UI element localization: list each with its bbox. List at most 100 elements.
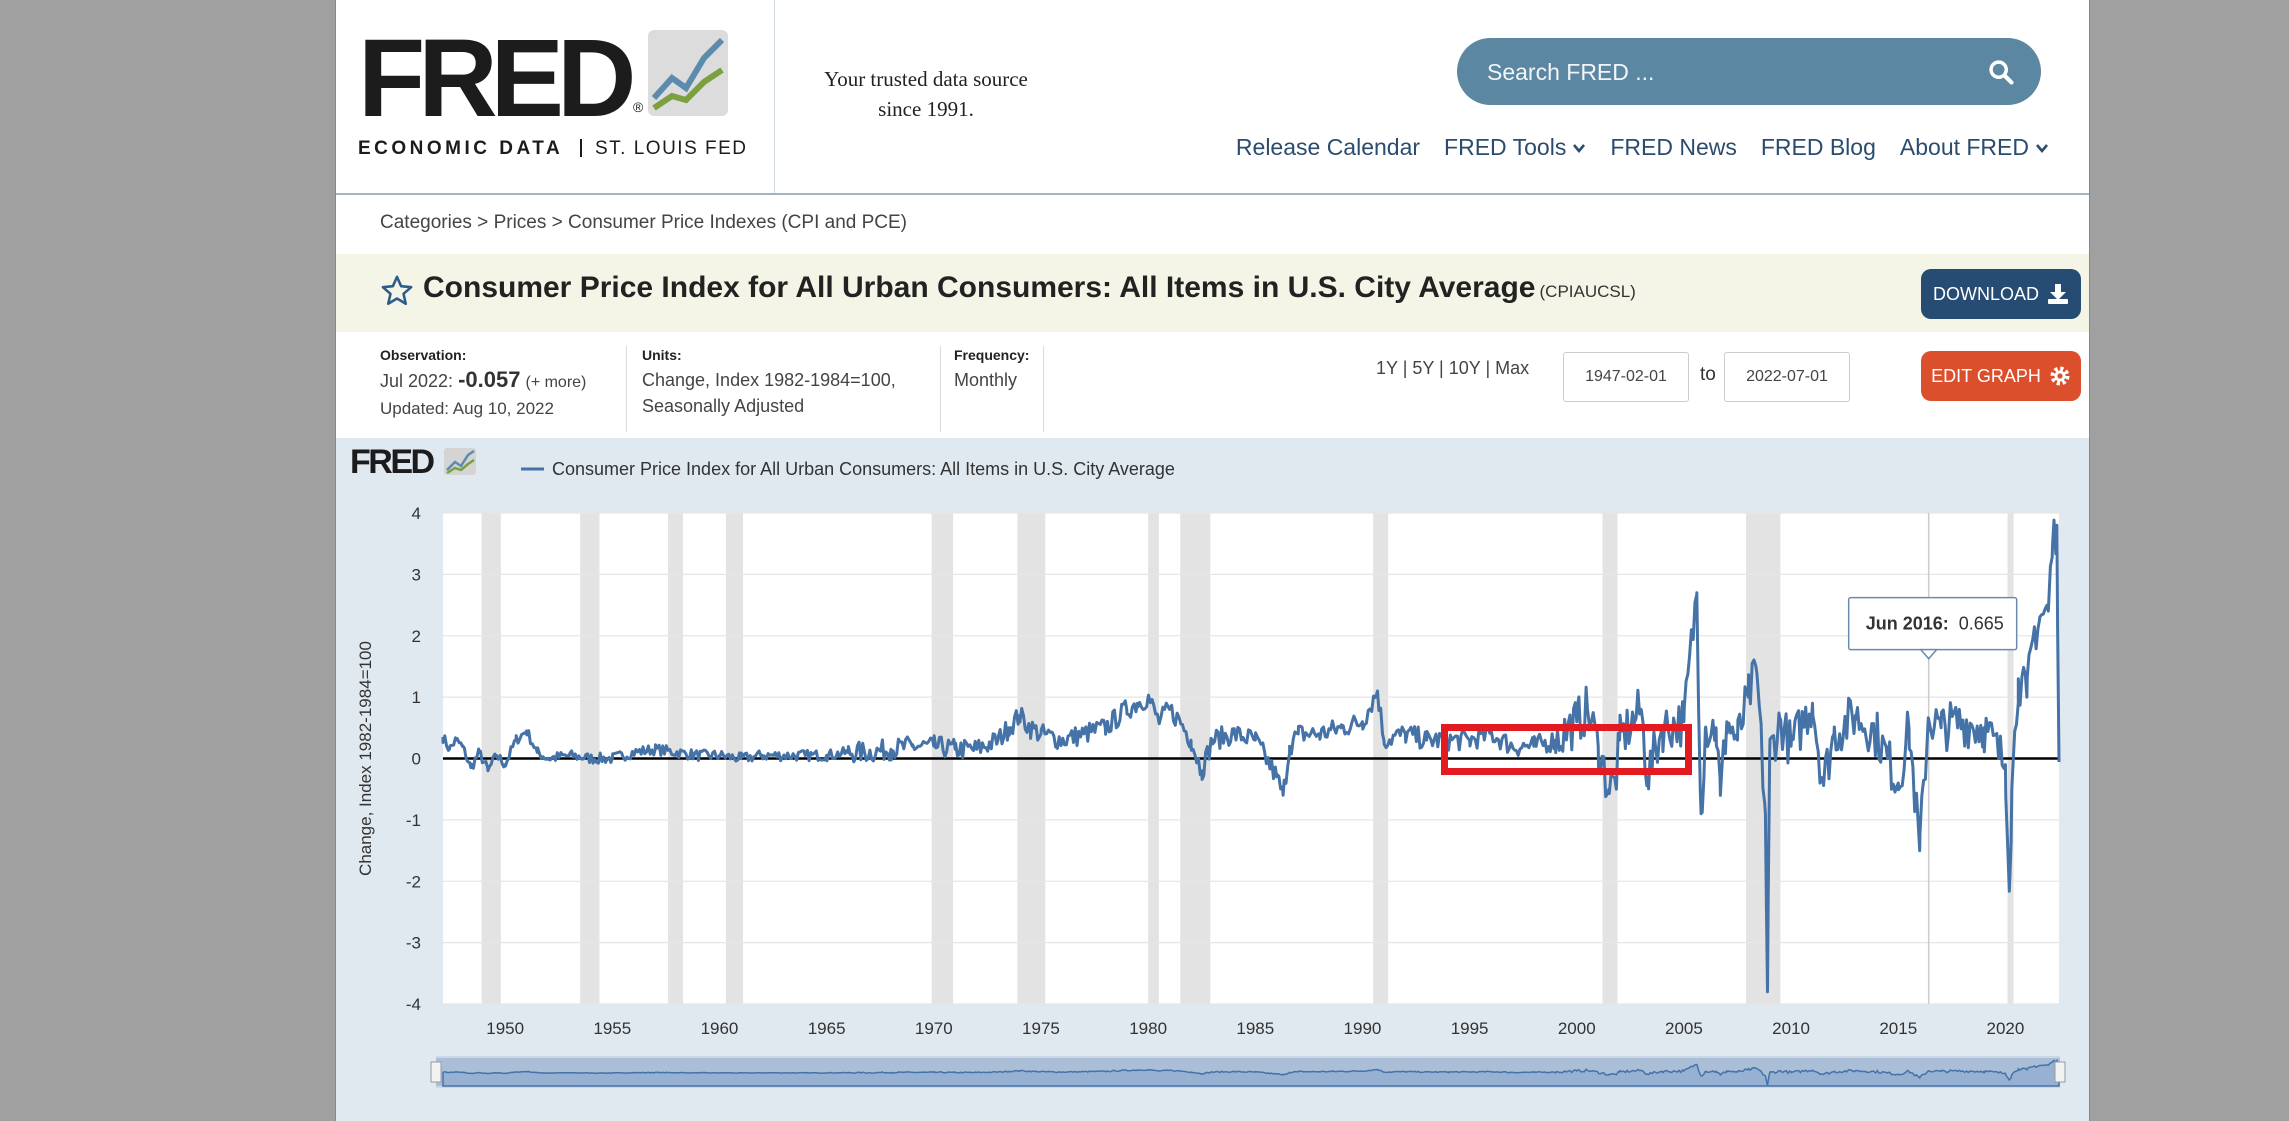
tagline-line2: since 1991.: [878, 97, 974, 121]
x-tick-label: 2015: [1879, 1019, 1917, 1038]
x-tick-label: 1995: [1451, 1019, 1489, 1038]
highlight-annotation-box: [1441, 724, 1692, 775]
logo-sub-right: ST. LOUIS FED: [595, 138, 748, 159]
date-to-label: to: [1700, 364, 1716, 385]
x-tick-label: 1965: [808, 1019, 846, 1038]
star-icon[interactable]: [380, 274, 414, 308]
download-button[interactable]: DOWNLOAD: [1921, 269, 2081, 319]
page-title: Consumer Price Index for All Urban Consu…: [423, 271, 1636, 305]
tooltip-pointer: [1919, 648, 1939, 660]
chevron-down-icon: [1573, 143, 1586, 153]
logo-divider: [774, 0, 775, 193]
gear-icon: [2050, 366, 2070, 386]
x-tick-label: 1950: [486, 1019, 524, 1038]
navigator-handle-right[interactable]: [2054, 1061, 2066, 1083]
header: FRED ® ECONOMIC DATA ST. LOUIS FED Your …: [336, 0, 2089, 195]
search-icon[interactable]: [1987, 58, 2015, 86]
updated-date: Updated: Aug 10, 2022: [380, 399, 554, 418]
logo-main-text: FRED: [358, 26, 632, 140]
nav-fred-blog-label: FRED Blog: [1760, 134, 1876, 160]
logo-sub-left: ECONOMIC DATA: [358, 138, 563, 159]
units-line1: Change, Index 1982-1984=100,: [642, 370, 896, 390]
x-tick-label: 1955: [593, 1019, 631, 1038]
breadcrumb-separator: >: [551, 212, 563, 233]
y-tick-label: 3: [412, 565, 421, 584]
search-bar[interactable]: [1457, 38, 2041, 107]
breadcrumb-cpi[interactable]: Consumer Price Indexes (CPI and PCE): [568, 212, 907, 233]
navigator-series: [442, 1058, 2060, 1087]
meta-divider: [626, 346, 627, 432]
nav-about-fred[interactable]: About FRED: [1900, 134, 2049, 161]
meta-divider: [940, 346, 941, 432]
breadcrumb-categories[interactable]: Categories: [380, 212, 472, 233]
x-tick-label: 2005: [1665, 1019, 1703, 1038]
x-tick-label: 2000: [1558, 1019, 1596, 1038]
x-tick-label: 2020: [1987, 1019, 2025, 1038]
series-line[interactable]: [441, 518, 2061, 994]
main-nav: Release Calendar FRED Tools FRED News FR…: [1236, 134, 2049, 161]
chart-svg[interactable]: FRED Consumer Price Index for All Urban …: [336, 438, 2089, 1121]
tooltip-value: 0.665: [1959, 614, 2004, 634]
x-tick-label: 1970: [915, 1019, 953, 1038]
tagline-line1: Your trusted data source: [824, 67, 1028, 91]
x-tick-label: 1975: [1022, 1019, 1060, 1038]
units-block: Units: Change, Index 1982-1984=100, Seas…: [642, 347, 896, 419]
tooltip-label: Jun 2016:: [1866, 614, 1949, 634]
frequency-value: Monthly: [954, 370, 1018, 390]
breadcrumb: Categories > Prices > Consumer Price Ind…: [380, 212, 907, 234]
edit-graph-label: EDIT GRAPH: [1931, 365, 2041, 386]
navigator[interactable]: [430, 1056, 2066, 1088]
units-line2: Seasonally Adjusted: [642, 396, 805, 416]
edit-graph-button[interactable]: EDIT GRAPH: [1921, 351, 2081, 401]
title-bar: Consumer Price Index for All Urban Consu…: [336, 254, 2089, 332]
series-id: (CPIAUCSL): [1539, 282, 1636, 301]
frequency-block: Frequency: Monthly: [954, 347, 1029, 393]
tooltip: Jun 2016: 0.665: [1847, 596, 2018, 660]
y-axis-label: Change, Index 1982-1984=100: [356, 641, 375, 876]
nav-fred-blog[interactable]: FRED Blog: [1761, 134, 1876, 161]
nav-fred-news[interactable]: FRED News: [1610, 134, 1737, 161]
navigator-handle-left[interactable]: [430, 1061, 442, 1083]
y-tick-label: 0: [412, 750, 421, 769]
observation-more-link[interactable]: (+ more): [525, 374, 587, 391]
nav-release-calendar[interactable]: Release Calendar: [1236, 134, 1420, 161]
tagline: Your trusted data source since 1991.: [796, 64, 1056, 124]
nav-fred-tools[interactable]: FRED Tools: [1444, 134, 1586, 161]
legend-label: Consumer Price Index for All Urban Consu…: [552, 459, 1175, 479]
meta-divider: [1043, 346, 1044, 432]
x-tick-label: 2010: [1772, 1019, 1810, 1038]
search-input[interactable]: [1485, 38, 1969, 107]
nav-fred-news-label: FRED News: [1610, 134, 1737, 160]
y-tick-label: -4: [406, 995, 421, 1014]
chart-logo-text: FRED: [350, 443, 435, 481]
observation-label: Observation:: [380, 347, 467, 363]
frequency-label: Frequency:: [954, 347, 1030, 363]
download-label: DOWNLOAD: [1932, 283, 2039, 304]
x-tick-label: 1985: [1236, 1019, 1274, 1038]
chart-logo[interactable]: FRED: [350, 443, 476, 481]
series-title: Consumer Price Index for All Urban Consu…: [423, 271, 1536, 304]
observation-date: Jul 2022:: [380, 371, 454, 391]
fred-logo[interactable]: FRED ® ECONOMIC DATA ST. LOUIS FED: [358, 26, 758, 166]
nav-about-fred-label: About FRED: [1899, 134, 2029, 160]
breadcrumb-prices[interactable]: Prices: [493, 212, 547, 233]
y-tick-label: 4: [412, 504, 421, 523]
svg-text:®: ®: [633, 99, 644, 115]
series-meta: Observation: Jul 2022: -0.057 (+ more) U…: [336, 332, 2089, 438]
observation-value: -0.057: [458, 367, 521, 392]
observation-block: Observation: Jul 2022: -0.057 (+ more) U…: [380, 347, 586, 422]
y-tick-label: -3: [406, 934, 421, 953]
y-tick-label: -1: [406, 811, 421, 830]
x-tick-labels: 1950 1955 1960 1965 1970 1975 1980 1985 1990 1995…: [486, 1019, 2024, 1038]
download-icon: [2048, 284, 2068, 304]
range-links[interactable]: 1Y | 5Y | 10Y | Max: [1376, 358, 1530, 378]
breadcrumb-separator: >: [477, 212, 489, 233]
x-tick-label: 1990: [1344, 1019, 1382, 1038]
chevron-down-icon: [2036, 143, 2048, 153]
date-to-input[interactable]: 2022-07-01: [1724, 352, 1850, 402]
nav-release-calendar-label: Release Calendar: [1235, 134, 1421, 160]
y-tick-labels: -4 -3 -2 -1 0 1 2 3 4: [406, 504, 421, 1014]
units-label: Units:: [642, 347, 682, 363]
nav-fred-tools-label: FRED Tools: [1444, 134, 1567, 160]
date-from-input[interactable]: 1947-02-01: [1563, 352, 1689, 402]
